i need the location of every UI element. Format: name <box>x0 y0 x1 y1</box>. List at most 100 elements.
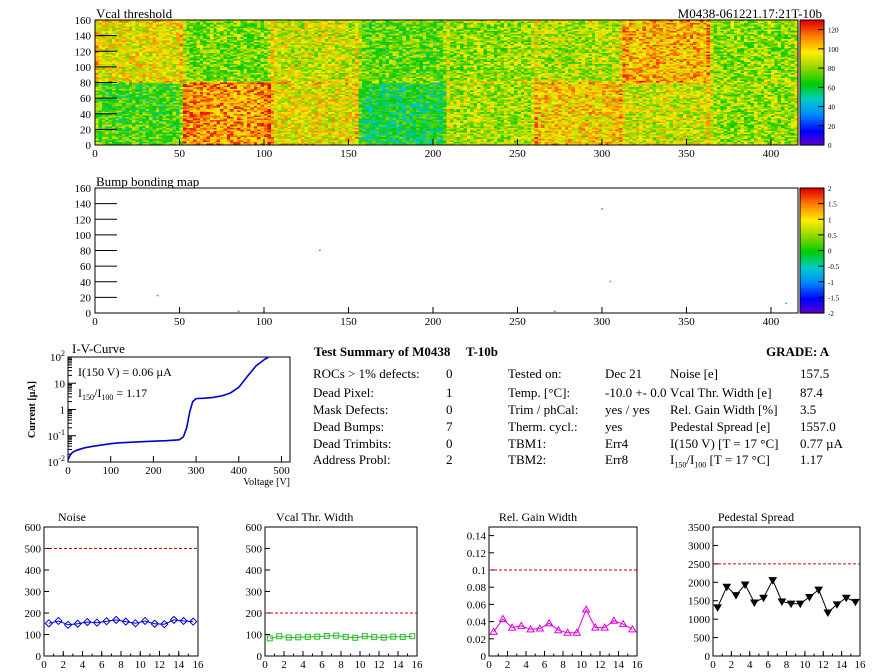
roc-data-point <box>572 628 582 636</box>
summary-left-value: 0 <box>446 436 453 451</box>
vcal-palette-band <box>800 32 824 36</box>
roc-plot-frame <box>43 526 199 657</box>
iv-annotation-current: I(150 V) = 0.06 µA <box>78 365 172 379</box>
roc-y-tick-label: 100 <box>246 630 263 642</box>
roc-x-tick-label: 14 <box>173 659 185 671</box>
roc-data-point <box>618 619 628 628</box>
roc-data-point <box>399 633 406 640</box>
bump-x-tick-label: 400 <box>763 316 780 328</box>
vcal-palette-band <box>800 100 824 104</box>
summary-left-value: 2 <box>446 452 453 467</box>
vcal-palette-band <box>800 87 824 91</box>
roc-data-point <box>390 633 397 640</box>
bump-palette-band <box>800 258 824 262</box>
vcal-x-tick-label: 100 <box>256 148 273 160</box>
roc-x-tick-label: 12 <box>595 659 606 671</box>
vcal-palette-band <box>800 107 824 111</box>
roc-data-point <box>489 627 498 635</box>
vcal-palette-band <box>800 142 824 146</box>
roc-data-point <box>591 623 600 631</box>
bump-defect-marker <box>600 208 603 210</box>
bump-palette-band <box>800 290 824 294</box>
iv-x-tick-label: 0 <box>65 465 71 477</box>
summary-middle-label: Trim / phCal: <box>508 402 579 417</box>
roc-x-tick-label: 4 <box>300 659 306 671</box>
iv-y-tick-label: 102 <box>50 349 65 364</box>
vcal-palette-band <box>800 137 824 141</box>
summary-title: Test Summary of M0438 <box>314 344 451 359</box>
summary-left-label: Address Probl: <box>313 452 391 467</box>
roc-data-point <box>140 616 150 626</box>
vcal-y-tick-label: 80 <box>80 78 92 90</box>
vcal-palette-band <box>800 112 824 116</box>
iv-y-tick-exponent: -1 <box>58 428 65 437</box>
roc-y-tick-label: 0 <box>257 651 263 663</box>
bump-defect-marker <box>156 294 159 297</box>
roc-y-tick-label: 600 <box>25 522 42 534</box>
roc-x-tick-label: 8 <box>338 659 344 671</box>
bump-x-tick-label: 150 <box>340 316 357 328</box>
vcal-palette-band <box>800 20 824 24</box>
bump-palette-tick-label: 2 <box>828 185 832 193</box>
bump-palette-band <box>800 308 824 312</box>
roc-data-point <box>600 623 609 631</box>
iv-y-tick-base: 10 <box>54 378 66 390</box>
bump-palette-band <box>800 198 824 202</box>
bump-palette-band <box>800 195 824 199</box>
iv-y-axis-label: Current [µA] <box>27 381 38 438</box>
roc-data-point <box>361 633 368 640</box>
bump-palette-band <box>800 208 824 212</box>
roc-y-tick-label: 0 <box>481 651 487 663</box>
iv-x-tick-label: 200 <box>145 465 162 477</box>
vcal-palette-band <box>800 127 824 131</box>
roc-data-point <box>409 633 416 640</box>
summary-right-label: I150/I100 [T = 17 °C] <box>670 452 770 474</box>
roc-data-point <box>73 619 82 628</box>
roc-x-tick-label: 10 <box>355 659 367 671</box>
bump-palette-band <box>800 280 824 284</box>
roc-data-point <box>63 620 73 630</box>
vcal-palette-tick-label: 120 <box>828 27 839 35</box>
bump-palette-band <box>800 268 824 272</box>
iv-x-tick-label: 100 <box>102 465 119 477</box>
roc-x-tick-label: 6 <box>319 659 325 671</box>
roc-y-tick-label: 500 <box>694 633 711 645</box>
bump-palette-band <box>800 300 824 304</box>
roc-x-tick-label: 10 <box>135 659 147 671</box>
summary-right-label: I(150 V) [T = 17 °C] <box>670 436 779 451</box>
bump-y-tick-label: 60 <box>80 261 92 273</box>
roc-y-tick-label: 0.06 <box>467 599 487 611</box>
vcal-palette-band <box>800 45 824 49</box>
roc-x-tick-label: 2 <box>505 659 511 671</box>
bump-palette-band <box>800 188 824 192</box>
bump-palette-band <box>800 260 824 264</box>
vcal-palette-band <box>800 22 824 26</box>
roc-x-tick-label: 14 <box>613 659 625 671</box>
roc-y-tick-label: 2500 <box>688 559 711 571</box>
roc-data-point <box>841 594 851 603</box>
roc-data-point <box>169 615 179 625</box>
roc-data-point <box>323 633 330 640</box>
roc-x-tick-label: 2 <box>281 659 287 671</box>
summary-left-value: 1 <box>446 385 453 400</box>
roc-plot-title: Rel. Gain Width <box>499 510 577 524</box>
summary-middle-label: Temp. [°C]: <box>508 385 571 400</box>
bump-palette-band <box>800 230 824 234</box>
bump-palette-band <box>800 205 824 209</box>
vcal-palette-band <box>800 65 824 69</box>
iv-y-tick-label: 10 <box>54 378 66 390</box>
roc-data-point <box>54 616 63 626</box>
iv-x-axis-label: Voltage [V] <box>243 477 290 488</box>
roc-y-tick-label: 3000 <box>688 540 711 552</box>
roc-data-point <box>563 628 572 636</box>
bump-palette-band <box>800 255 824 259</box>
roc-data-point <box>832 601 842 609</box>
vcal-palette-band <box>800 42 824 46</box>
vcal-palette-band <box>800 125 824 129</box>
vcal-palette-band <box>800 47 824 51</box>
iv-y-tick-exponent: 2 <box>61 349 65 358</box>
iv-curve-line <box>67 356 270 461</box>
summary-middle-value: Err8 <box>605 452 629 467</box>
vcal-x-tick-label: 0 <box>92 148 98 160</box>
